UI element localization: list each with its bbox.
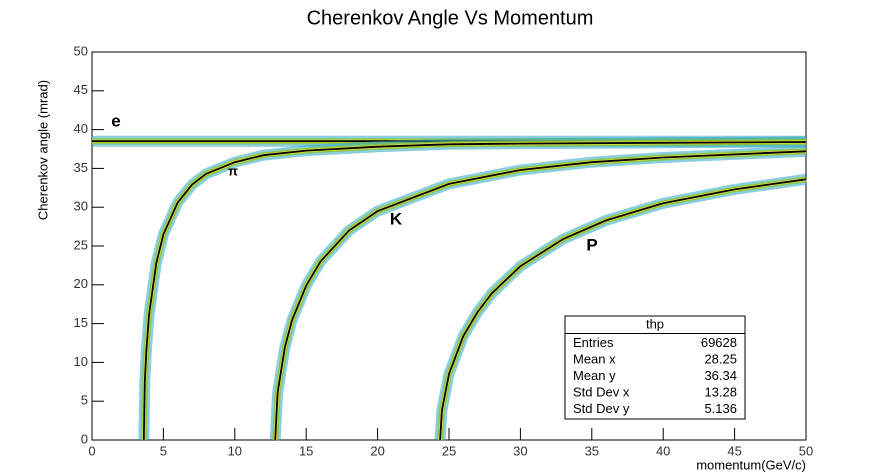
curve [142,141,807,441]
x-tick-label: 10 [228,443,242,458]
y-axis-label: Cherenkov angle (mrad) [35,80,50,220]
stats-label: Std Dev x [573,385,630,400]
y-tick-label: 30 [74,199,88,214]
x-tick-label: 30 [513,443,527,458]
y-tick-label: 45 [74,82,88,97]
curve-label: π [228,163,238,178]
stats-label: Mean y [573,368,616,383]
y-tick-label: 50 [74,43,88,58]
stats-value: 13.28 [704,385,737,400]
y-tick-label: 40 [74,121,88,136]
x-tick-label: 40 [656,443,670,458]
stats-value: 5.136 [704,401,737,416]
stats-value: 36.34 [704,368,737,383]
y-tick-label: 25 [74,237,88,252]
x-tick-label: 50 [799,443,813,458]
stats-label: Entries [573,335,614,350]
x-tick-label: 35 [585,443,599,458]
x-tick-label: 20 [370,443,384,458]
y-tick-label: 20 [74,276,88,291]
x-axis-label: momentum(GeV/c) [696,457,806,472]
stats-value: 69628 [701,335,737,350]
stats-value: 28.25 [704,352,737,367]
curve-label: P [586,235,597,254]
stats-label: Mean x [573,352,616,367]
x-tick-label: 15 [299,443,313,458]
chart-title: Cherenkov Angle Vs Momentum [307,7,594,29]
stats-label: Std Dev y [573,401,630,416]
x-tick-label: 0 [88,443,95,458]
x-tick-label: 45 [727,443,741,458]
x-tick-label: 5 [160,443,167,458]
stats-title: thp [646,317,664,332]
y-tick-label: 10 [74,354,88,369]
curve-label: K [390,209,403,228]
y-tick-label: 15 [74,315,88,330]
y-tick-label: 5 [81,393,88,408]
curve [274,150,807,441]
curve [439,178,807,441]
curve-label: e [111,111,120,130]
y-tick-label: 35 [74,160,88,175]
x-tick-label: 25 [442,443,456,458]
y-tick-label: 0 [81,431,88,446]
